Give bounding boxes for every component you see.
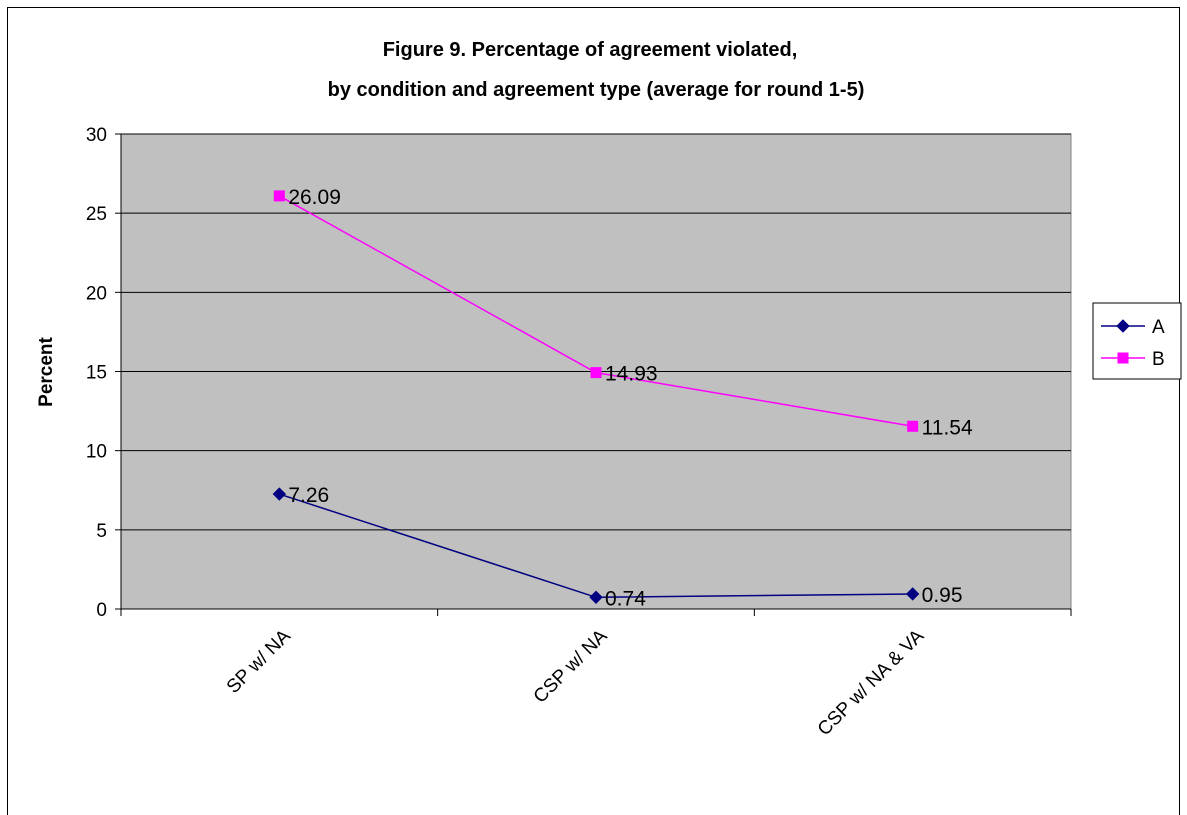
data-label-A: 0.95 — [922, 584, 963, 607]
y-tick-label: 25 — [86, 204, 107, 225]
y-tick-label: 5 — [96, 521, 107, 542]
data-label-B: 11.54 — [922, 416, 973, 439]
x-category-label: SP w/ NA — [223, 625, 295, 697]
y-tick-labels: 0 5 10 15 20 25 30 — [86, 125, 107, 621]
y-tick-label: 30 — [86, 125, 107, 146]
gridlines — [121, 133, 1071, 531]
y-tick-label: 10 — [86, 442, 107, 463]
legend-box — [1092, 302, 1182, 380]
y-tick-label: 20 — [86, 283, 107, 304]
series-group: 7.26 0.74 0.95 26.09 14.93 11.54 — [272, 186, 973, 610]
chart-title-line-1: Figure 9. Percentage of agreement violat… — [383, 39, 798, 61]
legend-marker — [1117, 352, 1129, 364]
data-point-B — [590, 367, 602, 379]
data-point-B — [273, 190, 285, 202]
y-axis-label: Percent — [36, 336, 57, 406]
legend-item-B: B — [1101, 349, 1165, 370]
chart-title-line-2: by condition and agreement type (average… — [328, 79, 865, 101]
data-label-B: 26.09 — [288, 186, 341, 209]
legend-label: A — [1152, 317, 1165, 338]
x-category-label: CSP w/ NA & VA — [814, 625, 929, 740]
legend-label: B — [1152, 349, 1165, 370]
data-label-A: 0.74 — [605, 587, 646, 610]
legend: AB — [1092, 302, 1182, 380]
legend-marker — [1116, 319, 1130, 333]
y-tick-label: 15 — [86, 363, 107, 384]
x-category-label: CSP w/ NA — [530, 625, 612, 707]
x-category-labels: SP w/ NA CSP w/ NA CSP w/ NA & VA — [223, 625, 929, 740]
legend-item-A: A — [1101, 317, 1165, 338]
series-A: 7.26 0.74 0.95 — [272, 484, 963, 610]
y-tick-label: 0 — [96, 600, 107, 621]
data-point-A — [589, 590, 603, 604]
data-label-B: 14.93 — [605, 363, 658, 386]
axes — [115, 133, 1072, 616]
data-point-A — [272, 487, 287, 501]
data-point-B — [907, 420, 919, 432]
data-point-A — [905, 587, 920, 601]
data-label-A: 7.26 — [288, 484, 329, 507]
series-B: 26.09 14.93 11.54 — [273, 186, 973, 439]
